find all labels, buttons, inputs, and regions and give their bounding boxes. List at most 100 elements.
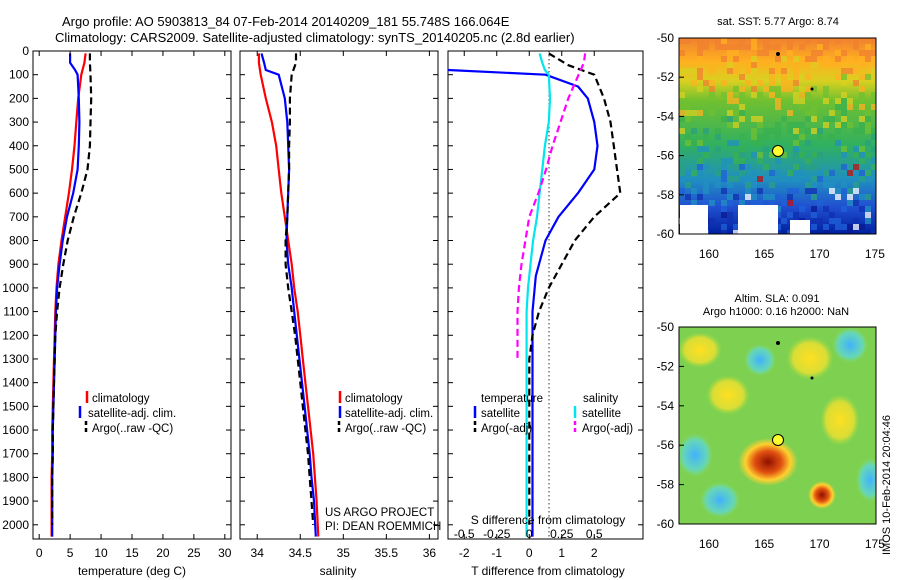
sst-cell [811, 176, 817, 182]
sst-cell [739, 38, 745, 44]
sst-cell [751, 86, 757, 92]
sst-cell [763, 194, 769, 200]
sst-cell [787, 38, 793, 44]
sst-cell [871, 128, 876, 134]
sst-cell [811, 152, 817, 158]
sst-cell [859, 92, 865, 98]
sst-cell [805, 164, 811, 170]
sst-cell [841, 206, 847, 212]
sst-cell [835, 194, 841, 200]
sst-cell [697, 68, 703, 74]
sst-cell [727, 200, 733, 206]
difference-plot-frame [447, 50, 644, 540]
sst-cell [751, 116, 757, 122]
sst-cell [799, 104, 805, 110]
sst-cell [871, 104, 876, 110]
sla-map-panel: Altim. SLA: 0.091 Argo h1000: 0.16 h2000… [657, 293, 886, 551]
difference-xtick-label: 1 [558, 546, 565, 560]
map-lat-tick-label: -56 [657, 438, 675, 452]
depth-tick-label: 900 [9, 257, 29, 271]
sst-cell [787, 200, 793, 206]
sst-cell [733, 194, 739, 200]
sst-cell [757, 152, 763, 158]
sst-cell [865, 74, 871, 80]
sst-cell [739, 200, 745, 206]
sst-cell [763, 50, 769, 56]
sst-cell [841, 152, 847, 158]
t-difference-axis-label: T difference from climatology [471, 564, 625, 578]
sst-cell [799, 98, 805, 104]
sst-cell [721, 200, 727, 206]
sst-cell [817, 176, 823, 182]
sst-cell [799, 122, 805, 128]
sst-cell [739, 86, 745, 92]
sst-cell [775, 128, 781, 134]
sst-cell [841, 116, 847, 122]
sst-cell [811, 182, 817, 188]
pi-label: PI: DEAN ROEMMICH [325, 521, 441, 533]
s-difference-tick-label: -0.25 [483, 527, 511, 541]
sst-cell [805, 128, 811, 134]
sst-cell [763, 62, 769, 68]
sst-cell [847, 122, 853, 128]
sst-cell [727, 110, 733, 116]
sst-cell [751, 92, 757, 98]
sst-cell [841, 122, 847, 128]
sst-cell [799, 170, 805, 176]
sst-cell [685, 110, 691, 116]
sst-cell [727, 56, 733, 62]
sst-cell [793, 56, 799, 62]
map-lon-tick-label: 160 [699, 247, 719, 261]
sst-cell [799, 74, 805, 80]
salinity-series-0 [257, 53, 320, 537]
sst-cell [769, 194, 775, 200]
sst-cell [763, 134, 769, 140]
sst-cell [865, 170, 871, 176]
sst-cell [799, 92, 805, 98]
sst-map-panel: sat. SST: 5.77 Argo: 8.74 [657, 16, 886, 261]
sst-cell [679, 164, 685, 170]
sst-cell [847, 188, 853, 194]
sst-cell [733, 68, 739, 74]
temperature-legend-climatology: climatology [92, 393, 150, 405]
salinity-xtick-label: 35 [337, 546, 351, 560]
sst-cell [829, 110, 835, 116]
sst-cell [769, 68, 775, 74]
sst-cell [793, 68, 799, 74]
sst-cell [703, 44, 709, 50]
sst-cell [721, 188, 727, 194]
sst-cell [763, 164, 769, 170]
sst-cell [817, 170, 823, 176]
difference-series-1 [528, 52, 622, 525]
sst-cell [775, 104, 781, 110]
sst-cell [847, 68, 853, 74]
sst-cell [751, 134, 757, 140]
sst-cell [787, 122, 793, 128]
sst-cell [787, 86, 793, 92]
map-lon-tick-label: 160 [699, 537, 719, 551]
map-lat-tick-label: -60 [657, 517, 675, 531]
sst-cell [787, 98, 793, 104]
sst-cell [679, 128, 685, 134]
sst-cell [829, 62, 835, 68]
sst-cell [835, 74, 841, 80]
salinity-legend: climatology satellite-adj. clim. Argo(..… [337, 391, 433, 435]
sst-cell [691, 80, 697, 86]
map-lon-tick-label: 170 [810, 537, 830, 551]
sst-cell [787, 44, 793, 50]
sst-cell [757, 176, 763, 182]
sst-cell [793, 176, 799, 182]
sst-cell [697, 44, 703, 50]
sst-map-title: sat. SST: 5.77 Argo: 8.74 [717, 16, 839, 28]
sst-cell [721, 44, 727, 50]
sst-cell [793, 146, 799, 152]
sst-cell [859, 104, 865, 110]
sst-cell [685, 104, 691, 110]
sst-cell [685, 98, 691, 104]
sst-cell [751, 38, 757, 44]
sst-cell [871, 146, 876, 152]
sst-cell [739, 44, 745, 50]
difference-xtick-label: 0 [526, 546, 533, 560]
sst-cell [727, 92, 733, 98]
sst-cell [721, 206, 727, 212]
